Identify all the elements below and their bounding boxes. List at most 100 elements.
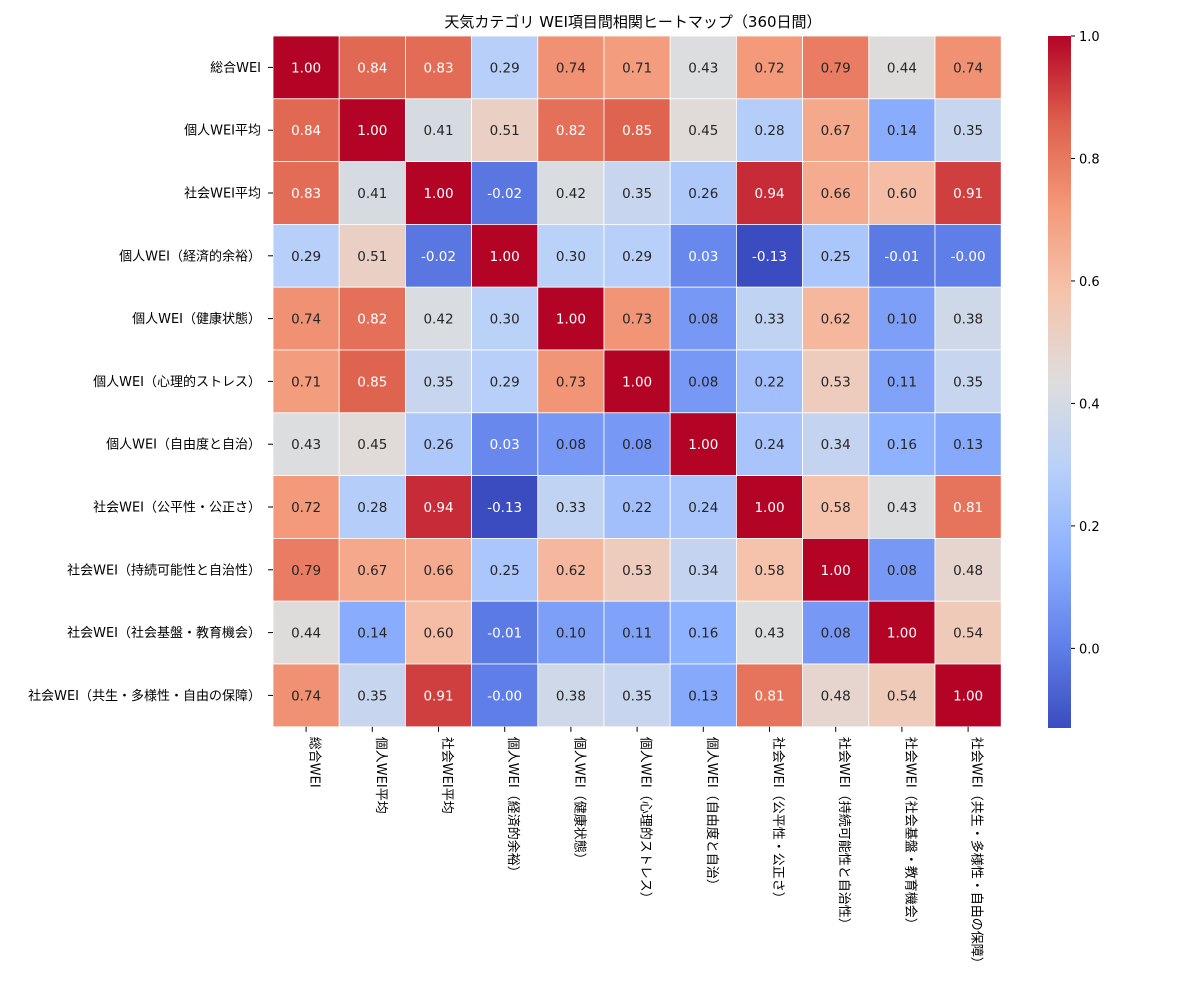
heatmap-cell (338, 286, 406, 351)
cell-value-label: 0.13 (688, 688, 718, 704)
chart-title: 天気カテゴリ WEI項目間相関ヒートマップ（360日間） (444, 13, 821, 31)
cell-value-label: 0.25 (490, 563, 520, 579)
cell-value-label: 0.84 (357, 60, 387, 76)
heatmap-cell (471, 412, 539, 476)
cell-value-label: 0.66 (821, 186, 851, 202)
cell-value-label: 0.73 (556, 374, 586, 390)
heatmap-cell (404, 600, 472, 665)
cell-value-label: 1.00 (953, 688, 983, 704)
heatmap-cells: 1.00 0.84 0.83 0.29 0.74 0.71 0.43 0.72 0.79 0.44… (272, 35, 1002, 728)
cell-value-label: 0.84 (291, 123, 321, 139)
heatmap-cell (471, 223, 539, 288)
heatmap-cell (404, 538, 472, 602)
column-label: 個人WEI（健康状態） (571, 737, 587, 866)
cell-value-label: 0.35 (622, 186, 652, 202)
heatmap-cell (868, 223, 936, 288)
cell-value-label: 0.10 (887, 312, 917, 328)
cell-value-label: -0.13 (487, 500, 522, 516)
cell-value-label: 0.08 (556, 437, 586, 453)
cell-value-label: 0.67 (821, 123, 851, 139)
heatmap-cell (669, 538, 737, 602)
cell-value-label: 0.35 (953, 374, 983, 390)
heatmap-cell (603, 349, 671, 414)
heatmap-cell (736, 35, 804, 100)
cell-value-label: 0.51 (490, 123, 520, 139)
row-label: 社会WEI（社会基盤・教育機会） (67, 625, 261, 641)
column-label: 社会WEI（社会基盤・教育機会） (902, 737, 918, 931)
cell-value-label: -0.02 (421, 249, 456, 265)
cell-value-label: 0.48 (821, 688, 851, 704)
cell-value-label: 0.22 (622, 500, 652, 516)
heatmap-cell (272, 412, 340, 476)
cell-value-label: 0.43 (688, 60, 718, 76)
colorbar-tick-label: 0.8 (1079, 152, 1100, 167)
heatmap-cell (338, 663, 406, 728)
cell-value-label: 0.30 (490, 312, 520, 328)
heatmap-cell (603, 475, 671, 539)
heatmap-cell (736, 412, 804, 476)
heatmap-cell (802, 412, 870, 476)
cell-value-label: 0.44 (291, 626, 321, 642)
cell-value-label: 0.35 (357, 688, 387, 704)
cell-value-label: 0.35 (423, 374, 453, 390)
cell-value-label: 1.00 (887, 626, 917, 642)
heatmap-cell (272, 286, 340, 351)
cell-value-label: 0.41 (357, 186, 387, 202)
cell-value-label: 0.58 (754, 563, 784, 579)
heatmap-cell (868, 412, 936, 476)
cell-value-label: 0.29 (291, 249, 321, 265)
column-label: 社会WEI平均 (439, 737, 455, 814)
row-label: 個人WEI（健康状態） (132, 311, 261, 327)
cell-value-label: 0.51 (357, 249, 387, 265)
cell-value-label: 0.26 (423, 437, 453, 453)
cell-value-label: 1.00 (688, 437, 718, 453)
cell-value-label: 0.08 (887, 563, 917, 579)
cell-value-label: 0.22 (754, 374, 784, 390)
column-label: 社会WEI（公平性・公正さ） (770, 737, 786, 905)
heatmap-cell (603, 286, 671, 351)
cell-value-label: 0.53 (821, 374, 851, 390)
cell-value-label: -0.02 (487, 186, 522, 202)
cell-value-label: 0.43 (887, 500, 917, 516)
cell-value-label: 1.00 (754, 500, 784, 516)
cell-value-label: 0.91 (423, 688, 453, 704)
row-label: 社会WEI（公平性・公正さ） (93, 500, 261, 516)
heatmap-cell (934, 286, 1002, 351)
cell-value-label: 0.43 (291, 437, 321, 453)
cell-value-label: 0.42 (556, 186, 586, 202)
heatmap-cell (404, 663, 472, 728)
cell-value-label: 0.13 (953, 437, 983, 453)
cell-value-label: 1.00 (490, 249, 520, 265)
cell-value-label: 0.44 (887, 60, 917, 76)
colorbar-tick-label: 0.4 (1079, 397, 1100, 412)
heatmap-cell (868, 663, 936, 728)
heatmap-cell (934, 161, 1002, 225)
cell-value-label: 0.33 (556, 500, 586, 516)
cell-value-label: 0.85 (622, 123, 652, 139)
column-label: 個人WEI平均 (373, 737, 388, 814)
row-label: 社会WEI（持続可能性と自治性） (67, 562, 261, 578)
heatmap-cell (471, 35, 539, 100)
cell-value-label: 0.54 (887, 688, 917, 704)
row-label: 社会WEI（共生・多様性・自由の保障） (28, 688, 261, 704)
cell-value-label: 1.00 (821, 563, 851, 579)
cell-value-label: 0.28 (357, 500, 387, 516)
heatmap-cell (404, 161, 472, 225)
cell-value-label: 0.45 (688, 123, 718, 139)
cell-value-label: -0.01 (884, 249, 919, 265)
heatmap-cell (802, 98, 870, 163)
cell-value-label: 0.72 (291, 500, 321, 516)
cell-value-label: 0.35 (622, 688, 652, 704)
heatmap-cell (272, 475, 340, 539)
heatmap-cell (736, 663, 804, 728)
heatmap-cell (537, 98, 605, 163)
heatmap-cell (802, 286, 870, 351)
cell-value-label: 0.25 (821, 249, 851, 265)
heatmap-cell (802, 161, 870, 225)
heatmap-cell (603, 98, 671, 163)
heatmap-cell (934, 538, 1002, 602)
row-label: 個人WEI（自由度と自治） (106, 437, 261, 453)
cell-value-label: 0.81 (754, 688, 784, 704)
cell-value-label: 0.34 (821, 437, 851, 453)
